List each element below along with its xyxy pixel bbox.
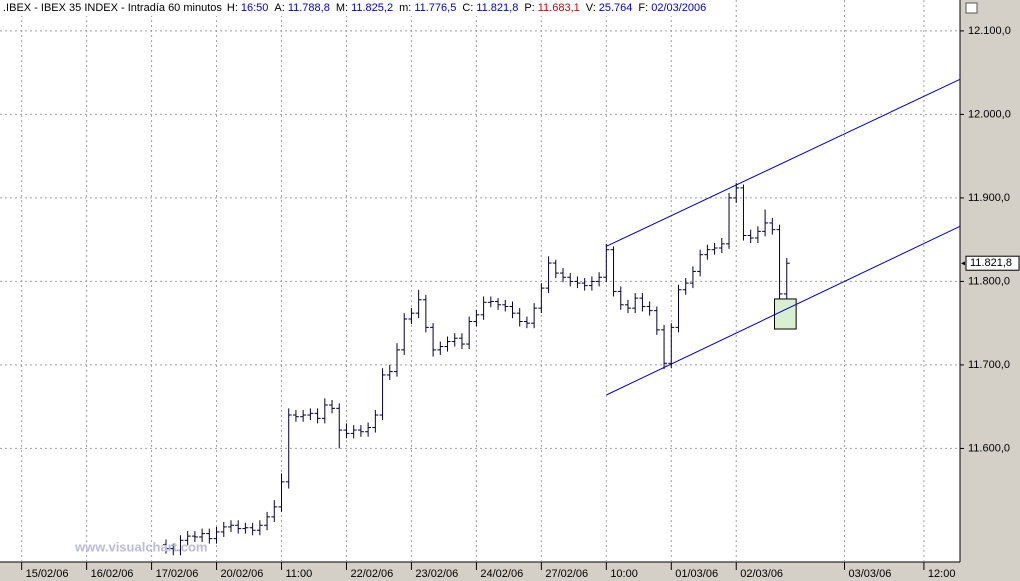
- field-value: 11.683,1: [538, 2, 580, 14]
- x-tick-label: 17/02/06: [156, 568, 199, 580]
- y-tick-label: 11.700,0: [968, 359, 1010, 371]
- x-tick-label: 23/02/06: [415, 568, 458, 580]
- x-tick-label: 02/03/06: [740, 568, 783, 580]
- y-tick-label: 11.800,0: [968, 275, 1010, 287]
- field-label: F:: [638, 2, 648, 14]
- watermark: www.visualchart.com: [74, 539, 207, 554]
- x-tick-label: 16/02/06: [91, 568, 134, 580]
- header-bg: [0, 0, 713, 16]
- x-tick-label: 27/02/06: [545, 568, 588, 580]
- field-label: A:: [274, 2, 284, 14]
- x-tick-label: 15/02/06: [26, 568, 69, 580]
- x-tick-label: 12:00: [928, 568, 956, 580]
- trend-line: [606, 225, 961, 396]
- field-value: 11.825,2: [351, 2, 393, 14]
- field-label: P:: [524, 2, 534, 14]
- field-value: 11.821,8: [476, 2, 518, 14]
- panel-button[interactable]: [965, 2, 978, 14]
- x-tick-label: 03/03/06: [849, 568, 892, 580]
- x-tick-label: 01/03/06: [675, 568, 718, 580]
- field-value: 02/03/2006: [651, 2, 706, 14]
- field-label: V:: [586, 2, 596, 14]
- x-tick-label: 20/02/06: [221, 568, 264, 580]
- field-value: 11.788,8: [288, 2, 330, 14]
- field-value: 11.776,5: [414, 2, 456, 14]
- x-tick-label: 11:00: [286, 568, 313, 580]
- field-value: 25.764: [599, 2, 633, 14]
- y-tick-label: 12.000,0: [968, 108, 1011, 120]
- field-label: C:: [462, 2, 473, 14]
- x-tick-label: 10:00: [610, 568, 638, 580]
- field-value: 16:50: [241, 2, 269, 14]
- trend-line: [606, 78, 961, 247]
- last-price-arrow: ◂: [961, 258, 965, 267]
- field-label: M:: [336, 2, 348, 14]
- field-label: H:: [227, 2, 238, 14]
- field-label: m:: [399, 2, 411, 14]
- x-tick-label: 24/02/06: [480, 568, 523, 580]
- header: .IBEX - IBEX 35 INDEX - Intradía 60 minu…: [0, 0, 713, 16]
- y-tick-label: 11.600,0: [968, 442, 1010, 454]
- highlight-box: [773, 298, 797, 330]
- y-tick-label: 11.900,0: [968, 192, 1010, 204]
- x-tick-label: 22/02/06: [350, 568, 393, 580]
- last-price-tag: [965, 255, 1020, 271]
- last-price-label: 11.821,8: [970, 257, 1012, 269]
- marks: [163, 78, 961, 556]
- y-tick-label: 12.100,0: [968, 25, 1011, 37]
- header-title: .IBEX - IBEX 35 INDEX - Intradía 60 minu…: [3, 2, 222, 14]
